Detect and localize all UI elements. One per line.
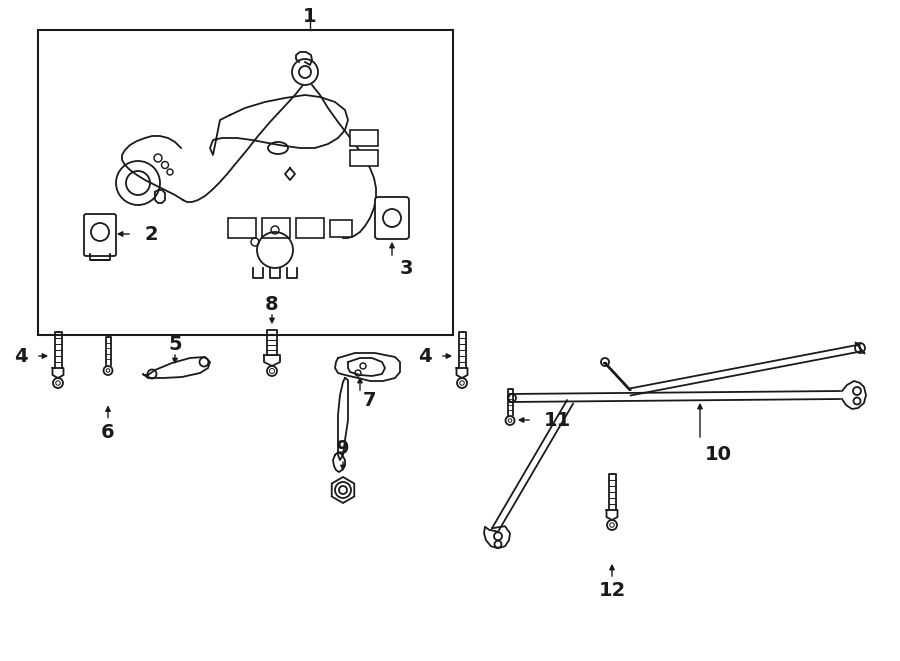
Text: 7: 7 bbox=[364, 391, 377, 410]
Text: 6: 6 bbox=[101, 423, 115, 442]
Bar bbox=[228, 218, 256, 238]
Text: 9: 9 bbox=[337, 440, 350, 459]
Text: 4: 4 bbox=[14, 346, 28, 366]
Text: 8: 8 bbox=[266, 295, 279, 313]
Bar bbox=[38, 30, 453, 335]
FancyBboxPatch shape bbox=[84, 214, 116, 256]
Bar bbox=[262, 218, 290, 238]
Text: 10: 10 bbox=[705, 446, 732, 465]
Circle shape bbox=[506, 416, 515, 425]
Text: 4: 4 bbox=[418, 346, 432, 366]
Bar bbox=[350, 150, 378, 166]
Text: 1: 1 bbox=[303, 7, 317, 26]
Bar bbox=[330, 220, 352, 237]
Circle shape bbox=[607, 520, 617, 530]
Circle shape bbox=[53, 378, 63, 388]
Text: 5: 5 bbox=[168, 334, 182, 354]
Text: 3: 3 bbox=[400, 258, 413, 278]
Circle shape bbox=[457, 378, 467, 388]
Bar bbox=[350, 130, 378, 146]
Circle shape bbox=[104, 366, 112, 375]
Circle shape bbox=[267, 366, 277, 376]
FancyBboxPatch shape bbox=[375, 197, 409, 239]
Bar bbox=[296, 218, 324, 238]
Text: 12: 12 bbox=[598, 582, 625, 600]
Text: 2: 2 bbox=[144, 225, 158, 243]
Text: 11: 11 bbox=[544, 410, 572, 430]
